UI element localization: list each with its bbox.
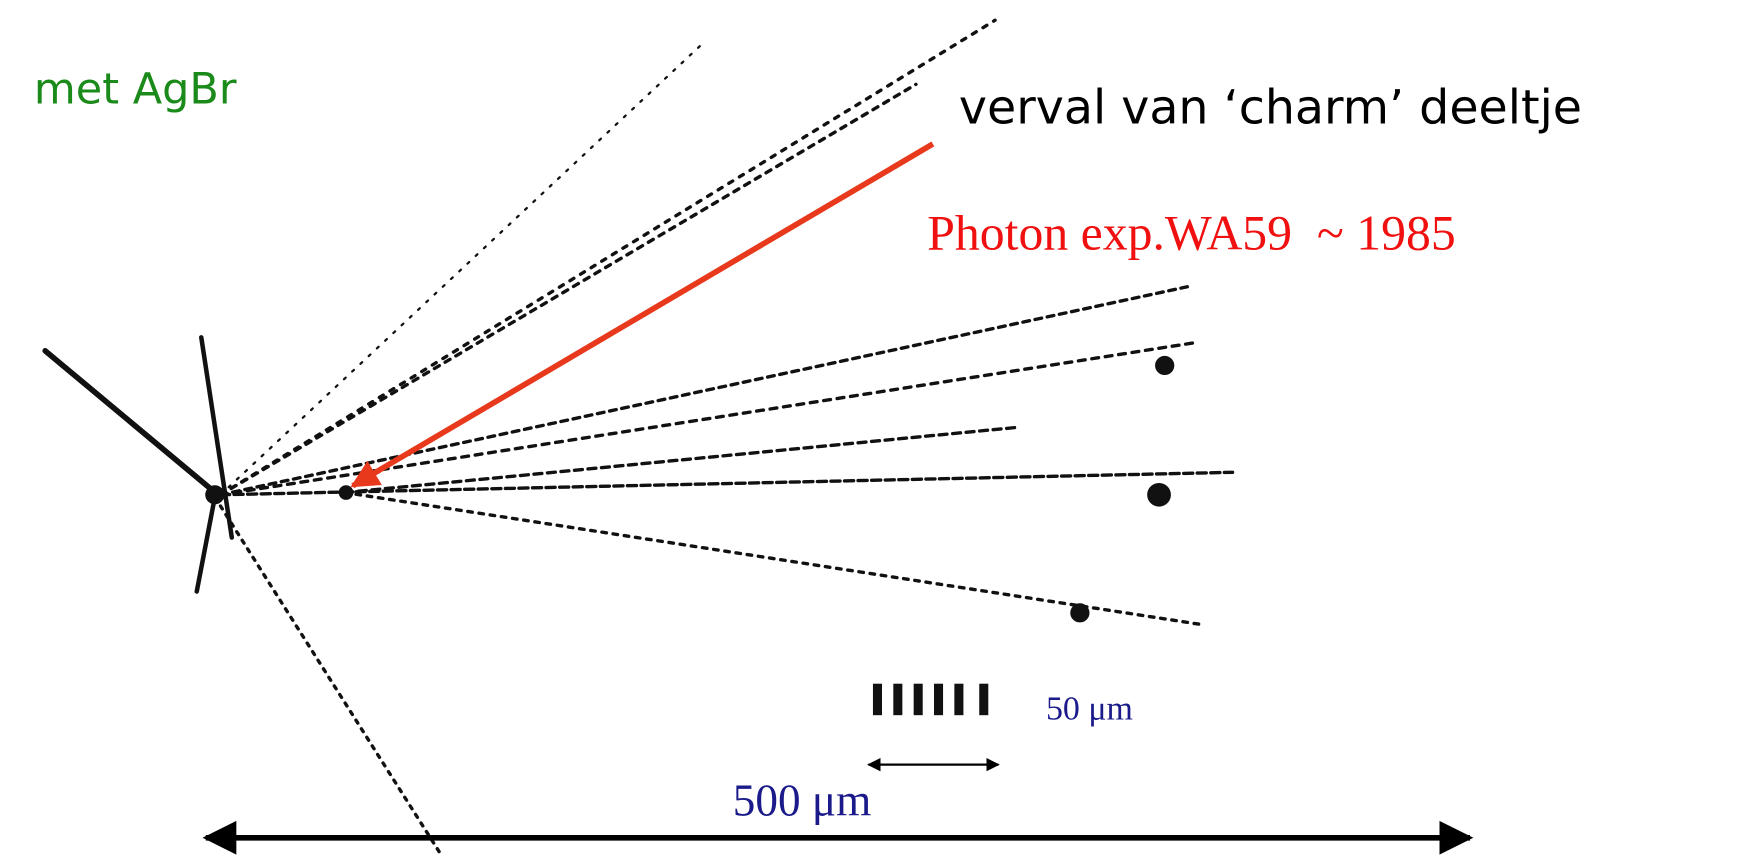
large-scale-label: 500 μm bbox=[733, 775, 872, 825]
small-scale-label: 50 μm bbox=[1046, 691, 1133, 728]
subtitle: met AgBr bbox=[34, 65, 237, 115]
emulsion-tracks bbox=[42, 18, 1235, 857]
experiment-label: Photon exp.WA59 ~ 1985 bbox=[927, 206, 1456, 261]
decay-label: verval van ‘charm’ deeltje bbox=[959, 81, 1582, 136]
decay-arrow bbox=[350, 141, 935, 489]
scale-ticks bbox=[872, 683, 989, 716]
